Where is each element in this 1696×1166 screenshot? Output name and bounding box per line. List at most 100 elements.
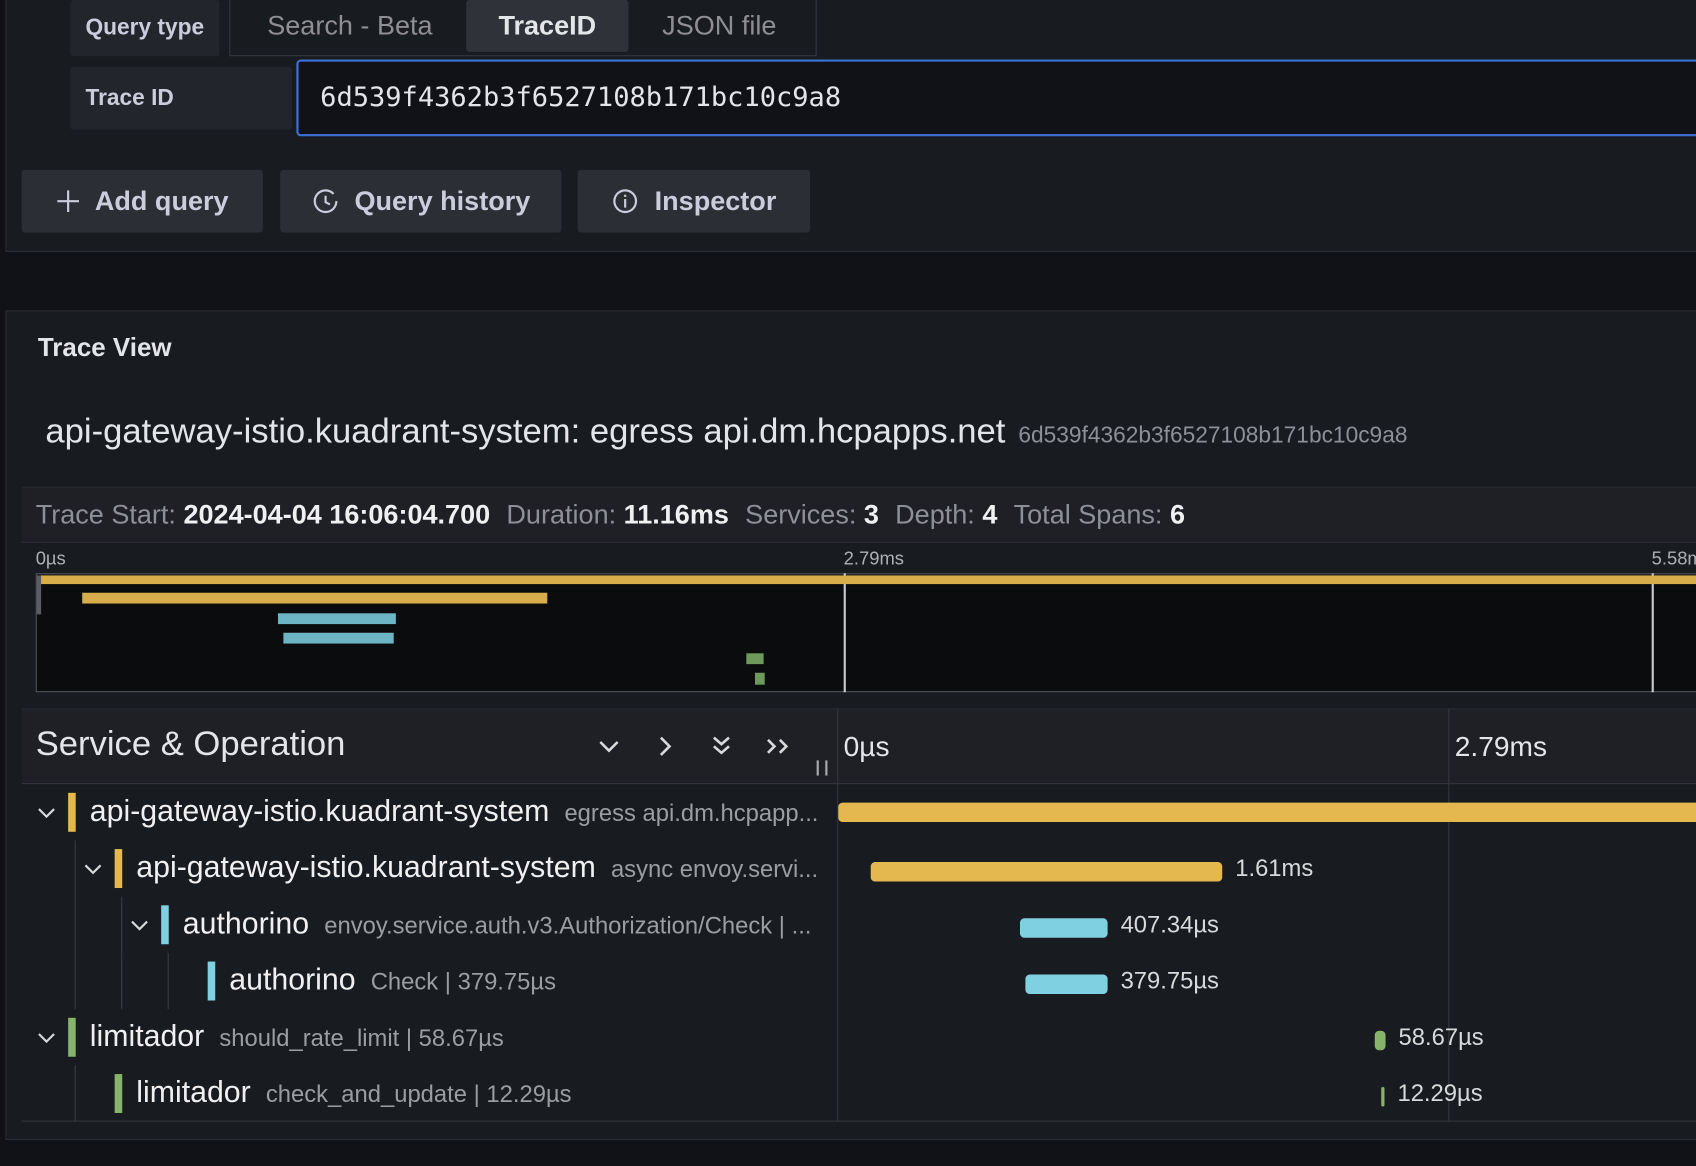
query-history-button[interactable]: Query history [280,169,562,233]
row-toggle[interactable] [36,801,58,823]
operation-name: should_rate_limit | 58.67µs [219,1024,504,1052]
service-color [114,1074,123,1113]
span-name: limitador check_and_update | 12.29µs [136,1075,827,1110]
panel-title: Trace View [37,333,172,363]
trace-id: 6d539f4362b3f6527108b171bc10c9a8 [1018,422,1408,448]
span-table: Service & Operation 0µs 2.79ms api-gateway-… [21,708,1696,1122]
minimap-span [277,613,396,625]
tree-guide [74,840,76,897]
operation-name: async envoy.servi... [610,855,819,883]
service-color [161,905,169,945]
timeline-tick-label: 0µs [843,730,890,763]
minimap-tick-label: 2.79ms [843,548,904,569]
stat-value: 11.16ms [623,499,729,530]
add-query-button[interactable]: Add query [21,169,263,233]
minimap-span [754,672,765,685]
service-name: limitador [136,1075,251,1109]
span-row[interactable]: authorino envoy.service.auth.v3.Authoriza… [22,896,1696,953]
minimap-span [40,575,1696,585]
stat-label: Depth: [895,499,975,530]
span-bar [1025,974,1108,995]
expand-control[interactable] [706,731,736,761]
minimap-span [283,632,394,644]
span-bar [1374,1030,1386,1051]
tab-group [229,0,817,57]
plus-icon [56,190,79,212]
history-icon [313,189,338,214]
span-row[interactable]: authorino Check | 379.75µs 379.75µs [22,952,1696,1010]
span-duration: 1.61ms [1235,854,1314,882]
span-name: api-gateway-istio.kuadrant-system egress … [90,794,828,829]
span-name: api-gateway-istio.kuadrant-system async e… [136,850,827,885]
span-row[interactable]: limitador should_rate_limit | 58.67µs 58.6… [22,1009,1696,1065]
button-label: Inspector [654,185,777,216]
trace-id-label: Trace ID [70,67,293,130]
span-row[interactable]: limitador check_and_update | 12.29µs 12.29… [22,1065,1696,1122]
stat: Services: 3 [745,499,879,530]
stat: Trace Start: 2024-04-04 16:06:04.700 [36,499,490,530]
span-row[interactable]: api-gateway-istio.kuadrant-system async e… [22,840,1696,897]
minimap-tick-line [1651,573,1654,693]
service-color [68,792,76,832]
expand-control[interactable] [650,731,680,761]
service-color [207,961,216,1001]
service-name: api-gateway-istio.kuadrant-system [89,793,550,828]
button-label: Add query [94,185,229,216]
span-row[interactable]: api-gateway-istio.kuadrant-system egress … [22,784,1696,840]
stat-value: 2024-04-04 16:06:04.700 [183,499,491,530]
span-name: authorino envoy.service.auth.v3.Authoriza… [183,906,828,941]
span-duration: 379.75µs [1120,966,1219,995]
minimap-span [746,653,764,665]
service-color [68,1017,76,1057]
trace-stats: Trace Start: 2024-04-04 16:06:04.700 Dura… [21,486,1696,543]
tree-guide [74,896,76,953]
trace-title: api-gateway-istio.kuadrant-system: egres… [45,411,1006,450]
column-divider [837,708,839,1122]
span-bar [1381,1087,1385,1107]
row-toggle[interactable] [129,914,151,936]
tab[interactable]: Search - Beta [267,10,433,41]
minimap-span [82,592,548,604]
span-name: limitador should_rate_limit | 58.67µs [90,1019,828,1054]
row-toggle[interactable] [82,858,104,880]
stat-value: 4 [982,499,998,530]
query-type-label: Query type [70,0,220,57]
minimap-handle [36,575,42,615]
service-name: authorino [229,962,356,997]
span-bar [1019,918,1108,938]
info-icon [613,189,638,214]
expand-control[interactable] [594,731,624,761]
span-bar [870,862,1223,882]
expand-control[interactable] [763,731,793,761]
tree-guide [167,952,169,1010]
trace-id-input[interactable]: 6d539f4362b3f6527108b171bc10c9a8 [296,59,1696,137]
operation-name: Check | 379.75µs [370,968,556,996]
tree-guide [74,1065,76,1122]
span-duration: 58.67µs [1398,1023,1484,1051]
inspector-button[interactable]: Inspector [577,169,811,233]
span-bar [838,802,1696,823]
span-duration: 407.34µs [1120,910,1219,938]
stat: Depth: 4 [895,499,997,530]
timeline-tick-label: 2.79ms [1454,730,1548,763]
tab-active[interactable]: TraceID [466,0,629,52]
stat-label: Total Spans: [1013,499,1163,530]
column-header: Service & Operation [35,723,346,763]
operation-name: envoy.service.auth.v3.Authorization/Chec… [324,911,812,939]
button-label: Query history [354,185,531,216]
span-duration: 12.29µs [1397,1079,1483,1107]
service-color [114,849,123,889]
row-toggle[interactable] [36,1026,58,1048]
column-resizer [816,760,828,776]
stat-label: Trace Start: [35,499,176,530]
tab[interactable]: JSON file [662,10,777,41]
stat: Duration: 11.16ms [506,499,729,530]
tree-guide [121,952,123,1010]
header-row [21,708,1696,785]
operation-name: egress api.dm.hcpapp... [564,799,819,827]
tree-guide [74,952,76,1010]
span-name: authorino Check | 379.75µs [229,963,827,998]
